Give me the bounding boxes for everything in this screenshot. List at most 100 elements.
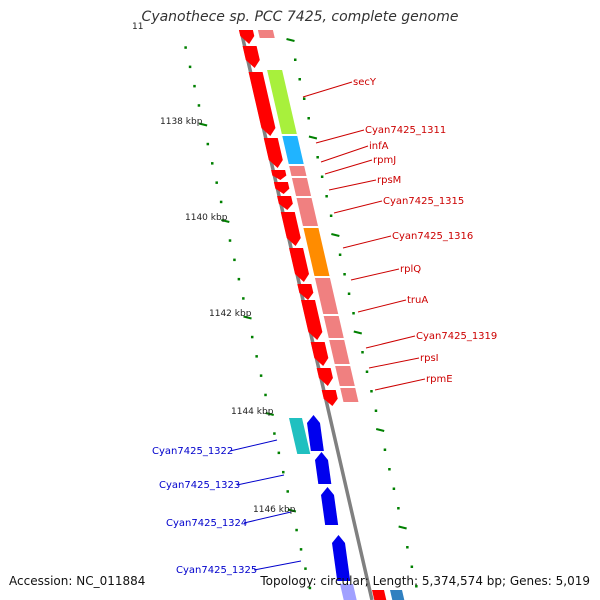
tick-label-1140: 1140 kbp <box>185 213 228 223</box>
tick-ring-left <box>184 46 312 590</box>
tick-dot <box>197 104 201 107</box>
tick-dot <box>264 393 267 397</box>
ring-dot <box>343 273 346 276</box>
tick-dot <box>273 432 276 435</box>
accession-text: Accession: NC_011884 <box>9 574 146 588</box>
leader-forward <box>333 200 383 214</box>
tick-mark <box>198 122 208 127</box>
forward-gene <box>238 30 255 44</box>
tick-dot <box>295 528 298 532</box>
ring-dot <box>316 156 319 159</box>
gene-label-rplQ[interactable]: rplQ <box>400 264 421 275</box>
lane-block <box>267 70 297 134</box>
lane-block <box>340 388 359 402</box>
ring-dot <box>329 214 333 217</box>
tick-dot <box>282 470 285 474</box>
ring-dot <box>347 292 351 295</box>
gene-label-infA[interactable]: infA <box>369 141 389 152</box>
forward-gene <box>316 368 333 386</box>
forward-gene <box>263 138 283 168</box>
leader-forward <box>365 335 416 349</box>
tick-mark <box>221 219 230 223</box>
gene-label-cyan7425-1316[interactable]: Cyan7425_1316 <box>392 231 473 242</box>
lane-block <box>329 340 350 364</box>
ring-mark <box>308 135 318 140</box>
leader-forward <box>342 235 392 249</box>
ring-mark <box>353 330 363 335</box>
ring-dot <box>352 312 355 315</box>
gene-label-cyan7425-1319[interactable]: Cyan7425_1319 <box>416 331 497 342</box>
lane-block <box>282 136 304 164</box>
forward-gene-partial <box>372 590 387 600</box>
reverse-gene-arrows <box>289 415 405 600</box>
tick-label-1138: 1138 kbp <box>160 117 203 127</box>
ring-mark <box>398 525 407 530</box>
forward-gene <box>271 170 287 180</box>
tick-dot <box>250 335 254 339</box>
tick-dot <box>188 65 192 69</box>
forward-gene <box>273 182 290 194</box>
lane-block <box>323 316 344 338</box>
ring-dot <box>361 351 364 354</box>
tick-mark <box>287 508 297 513</box>
tick-dot <box>308 586 312 590</box>
lane-block <box>291 178 312 196</box>
tick-ring-right <box>286 38 418 588</box>
gene-label-cyan7425-1315[interactable]: Cyan7425_1315 <box>383 196 464 207</box>
topology-text: Topology: circular; Length: 5,374,574 bp… <box>260 574 590 588</box>
reverse-gene-partial <box>340 584 357 600</box>
forward-gene <box>301 300 323 340</box>
gene-label-cyan7425-1324[interactable]: Cyan7425_1324 <box>166 518 247 529</box>
map-title: Cyanothece sp. PCC 7425, complete genome <box>141 9 459 25</box>
tick-dot <box>237 277 241 281</box>
gene-label-cyan7425-1311[interactable]: Cyan7425_1311 <box>365 125 446 136</box>
tick-dot <box>228 239 232 242</box>
reverse-gene <box>321 487 339 525</box>
ring-dot <box>388 468 391 471</box>
leader-forward <box>315 129 365 144</box>
gene-label-cyan7425-1322[interactable]: Cyan7425_1322 <box>152 446 233 457</box>
ring-dot <box>365 370 369 373</box>
lane-block <box>257 30 275 38</box>
leader-forward <box>350 268 400 281</box>
reverse-gene-other <box>289 418 311 454</box>
ring-dot <box>370 390 373 393</box>
ring-dot <box>392 487 396 490</box>
tick-dot <box>286 490 289 493</box>
gene-label-rpmJ[interactable]: rpmJ <box>373 155 396 166</box>
tick-dot <box>233 258 236 262</box>
ring-mark <box>331 233 340 237</box>
tick-dot <box>215 181 218 184</box>
tick-dot <box>255 355 258 358</box>
lane-block <box>296 198 318 226</box>
leader-reverse <box>243 511 292 524</box>
tick-dot <box>304 567 307 570</box>
gene-label-rpsM[interactable]: rpsM <box>377 175 401 186</box>
ring-mark <box>286 38 295 42</box>
tick-label-11: 11 <box>132 22 143 32</box>
forward-gene <box>289 248 310 282</box>
gene-label-truA[interactable]: truA <box>407 295 428 306</box>
gene-label-rpsI[interactable]: rpsI <box>420 353 439 364</box>
ring-dot <box>325 195 328 198</box>
tick-dot <box>211 162 214 165</box>
ring-dot <box>307 117 310 120</box>
ring-dot <box>397 507 400 510</box>
label-leaders <box>229 81 426 571</box>
gene-label-rpmE[interactable]: rpmE <box>426 374 453 385</box>
leader-forward <box>302 81 353 98</box>
leader-forward <box>368 357 420 369</box>
forward-gene-arrows <box>238 30 338 406</box>
gene-label-secY[interactable]: secY <box>353 77 377 88</box>
forward-gene <box>280 212 301 246</box>
ring-dot <box>383 448 387 451</box>
ring-dot <box>302 97 306 100</box>
forward-feature-lane <box>257 30 359 402</box>
gene-label-cyan7425-1325[interactable]: Cyan7425_1325 <box>176 565 257 576</box>
lane-block <box>303 228 330 276</box>
gene-label-cyan7425-1323[interactable]: Cyan7425_1323 <box>159 480 240 491</box>
leader-reverse <box>236 474 285 486</box>
lane-block <box>314 278 339 314</box>
ring-dot <box>410 565 414 568</box>
